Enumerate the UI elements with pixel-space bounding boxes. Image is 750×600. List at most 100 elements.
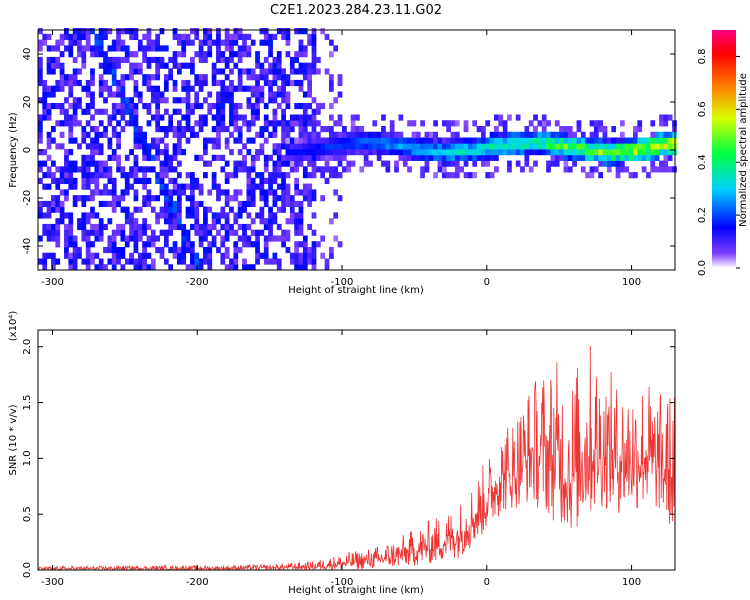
spectrogram-cell (216, 218, 221, 225)
spectrogram-cell (124, 206, 130, 213)
spectrogram-cell (81, 137, 87, 144)
spectrogram-cell (615, 154, 621, 161)
spectrogram-cell (342, 126, 347, 133)
spectrogram-cell (133, 79, 139, 87)
spectrogram-cell (198, 51, 204, 58)
spectrogram-cell (168, 114, 174, 121)
spectrogram-cell (242, 223, 247, 231)
spectrogram-cell (337, 195, 343, 202)
spectrogram-cell (463, 137, 469, 144)
spectrogram-cell (211, 172, 217, 179)
spectrogram-cell (55, 258, 61, 265)
spectrogram-cell (311, 126, 317, 133)
spectrogram-cell (307, 85, 313, 92)
spectrogram-cell (168, 229, 174, 236)
spectrogram-cell (394, 166, 399, 173)
spectrogram-cell (424, 137, 430, 144)
spectrogram-cell (168, 218, 174, 225)
spectrogram-cell (372, 143, 378, 150)
spectrogram-cell (246, 166, 252, 173)
spectrogram-cell (402, 143, 408, 150)
spectrogram-cell (333, 97, 339, 104)
spectrogram-cell (246, 126, 252, 133)
spectrogram-cell (77, 33, 82, 40)
spectrogram-cell (646, 137, 651, 144)
spectrogram-cell (654, 137, 660, 144)
spectrogram-cell (72, 102, 78, 110)
spectrogram-cell (190, 246, 195, 254)
spectrogram-cell (355, 143, 360, 150)
spectrogram-cell (59, 166, 65, 173)
spectrogram-cell (307, 200, 313, 208)
spectrogram-cell (372, 131, 378, 138)
spectrogram-cell (129, 223, 134, 231)
spectrogram-cell (619, 143, 625, 150)
spectrogram-cell (659, 137, 664, 144)
spectrogram-cell (42, 91, 48, 98)
spectrogram-cell (181, 258, 187, 265)
spectrogram-cell (124, 51, 130, 58)
spectrogram-cell (337, 114, 343, 121)
spectrogram-cell (163, 200, 169, 208)
spectrogram-cell (298, 79, 304, 87)
spectrogram-cell (250, 241, 256, 248)
spectrogram-cell (133, 33, 139, 40)
spectrogram-cell (176, 223, 182, 231)
spectrogram-cell (220, 212, 226, 219)
spectrogram-cell (272, 252, 278, 259)
spectrogram-cell (355, 126, 360, 133)
spectrogram-cell (220, 97, 226, 104)
spectrogram-cell (190, 258, 195, 265)
spectrogram-cell (593, 137, 599, 144)
spectrogram-cell (81, 212, 87, 219)
spectrogram-cell (111, 39, 117, 46)
spectrogram-cell (68, 126, 74, 133)
spectrogram-cell (68, 252, 74, 259)
spectrogram-cell (46, 235, 52, 242)
spectrogram-cell (203, 160, 208, 167)
spectrogram-cell (233, 218, 239, 225)
spectrogram-cell (554, 131, 560, 138)
spectrogram-cell (181, 235, 187, 242)
spectrogram-cell (281, 74, 286, 81)
spectrogram-cell (194, 183, 200, 190)
spectrogram-cell (333, 212, 339, 219)
spectrogram-cell (489, 137, 495, 144)
spectrogram-cell (585, 154, 590, 161)
spectrogram-cell (302, 195, 308, 202)
spectrogram-cell (68, 79, 74, 87)
spectrogram-cell (311, 56, 317, 64)
spectrogram-cell (328, 172, 334, 179)
spectrogram-cell (185, 137, 191, 144)
spectrogram-cell (146, 264, 152, 271)
spectrogram-cell (489, 131, 495, 138)
spectrogram-cell (433, 149, 438, 156)
spectrogram-cell (285, 97, 291, 104)
spectrogram-cell (116, 62, 121, 69)
spectrogram-cell (146, 85, 152, 92)
spectrogram-cell (77, 28, 82, 35)
spectrogram-cell (276, 68, 282, 75)
spectrogram-cell (176, 160, 182, 167)
spectrogram-cell (98, 235, 104, 242)
spectrogram-cell (155, 97, 161, 104)
spectrogram-cell (55, 56, 61, 64)
spectrogram-cell (51, 62, 56, 69)
spectrogram-cell (507, 160, 512, 167)
spectrogram-cell (146, 177, 152, 184)
spectrogram-cell (142, 258, 147, 265)
spectrogram-cell (255, 235, 260, 242)
spectrogram-cell (289, 166, 295, 173)
spectrogram-cell (654, 131, 660, 138)
spectrogram-cell (246, 85, 252, 92)
spectrogram-cell (463, 154, 469, 161)
spectrogram-cell (533, 126, 538, 133)
spectrogram-cell (446, 143, 452, 150)
spectrogram-cell (68, 241, 74, 248)
spectrogram-cell (203, 212, 208, 219)
spectrogram-cell (476, 126, 482, 133)
spectrogram-cell (237, 166, 243, 173)
spectrogram-cell (302, 252, 308, 259)
spectrogram-cell (194, 33, 200, 40)
spectrogram-cell (124, 102, 130, 110)
